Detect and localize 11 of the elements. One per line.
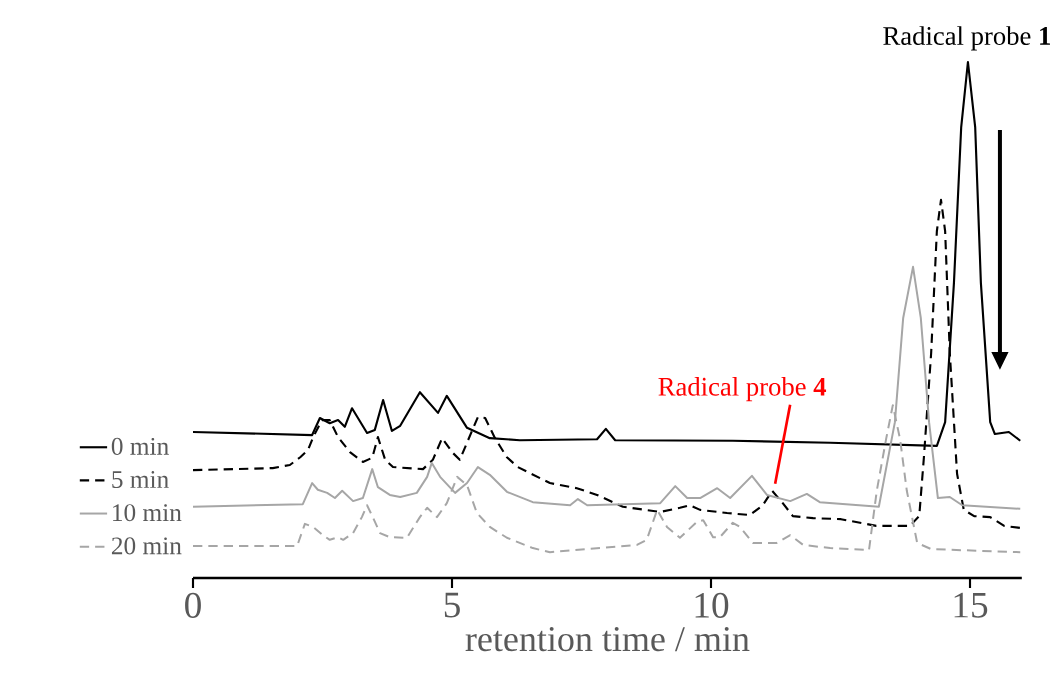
annotation: Radical probe 4 bbox=[658, 377, 827, 402]
x-axis-title: retention time / min bbox=[465, 627, 750, 652]
x-tick-label: 5 bbox=[444, 592, 460, 618]
legend-label: 5 min bbox=[112, 471, 169, 489]
x-tick-label: 0 bbox=[185, 592, 201, 618]
legend-label: 20 min bbox=[111, 537, 182, 555]
legend-label: 10 min bbox=[113, 504, 182, 522]
x-tick-label: 15 bbox=[954, 592, 988, 618]
legend-label: 0 min bbox=[111, 437, 169, 455]
x-tick-label: 10 bbox=[695, 592, 729, 618]
annotation: Radical probe 1 bbox=[883, 26, 1050, 51]
